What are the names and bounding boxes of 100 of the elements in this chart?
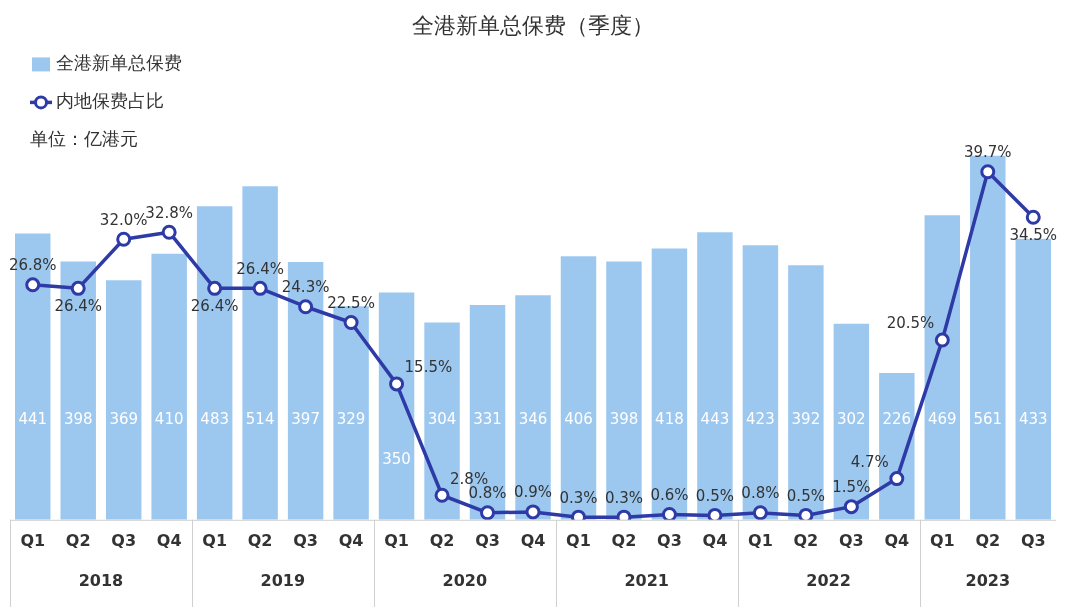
point <box>934 332 950 348</box>
data-label: 22.5% <box>327 293 375 312</box>
x-tick-label: Q4 <box>702 530 728 550</box>
data-label: 20.5% <box>886 314 935 333</box>
text: 2018 <box>78 570 124 590</box>
text: 2022 <box>806 570 851 590</box>
data-label: 34.5% <box>1009 225 1058 244</box>
data-label: 0.9% <box>513 483 553 502</box>
x-tick-label: Q1 <box>20 530 46 550</box>
data-label: 423 <box>746 409 775 428</box>
bar <box>788 265 824 520</box>
data-label: 0.3% <box>559 488 598 507</box>
data-label: 226 <box>882 409 912 428</box>
data-label: 15.5% <box>404 358 453 377</box>
x-tick-label: Q1 <box>384 530 409 550</box>
legend-label: 全港新单总保费 <box>56 52 182 74</box>
data-label: 0.5% <box>695 486 734 505</box>
point <box>707 507 723 520</box>
x-tick-label: Q3 <box>1020 530 1046 550</box>
x-tick-label: Q2 <box>65 530 91 550</box>
data-label: 26.4% <box>190 296 239 315</box>
data-label: 329 <box>336 409 366 428</box>
point <box>1025 209 1041 225</box>
point <box>298 299 314 315</box>
data-label: 4.7% <box>850 452 889 471</box>
point <box>252 280 268 296</box>
data-label: 469 <box>927 409 957 428</box>
point <box>889 471 905 487</box>
data-label: 26.4% <box>236 259 284 278</box>
data-label: 441 <box>18 409 48 428</box>
bar <box>515 295 551 520</box>
x-tick-label: Q1 <box>566 530 591 550</box>
bar <box>105 280 142 520</box>
point <box>798 507 814 520</box>
text: 单位：亿港元 <box>30 128 138 150</box>
text: 2020 <box>442 570 488 590</box>
point <box>525 504 541 520</box>
chart-title: 全港新单总保费（季度） <box>412 12 654 38</box>
x-tick-label: Q2 <box>975 530 1001 550</box>
point <box>480 505 496 520</box>
data-label: 0.5% <box>786 486 825 505</box>
text: 2021 <box>624 570 669 590</box>
point <box>434 487 450 503</box>
data-label: 32.0% <box>99 210 148 229</box>
data-label: 304 <box>427 409 457 428</box>
bar <box>651 248 688 520</box>
x-tick-label: Q1 <box>929 530 955 550</box>
data-label: 24.3% <box>281 278 330 297</box>
x-tick-label: Q4 <box>338 530 364 550</box>
point <box>25 277 41 293</box>
x-tick-label: Q3 <box>111 530 137 550</box>
data-label: 398 <box>609 409 639 428</box>
bar <box>742 245 779 520</box>
data-label: 483 <box>200 409 229 428</box>
x-tick-label: Q3 <box>293 530 318 550</box>
legend-label: 内地保费占比 <box>56 90 164 112</box>
x-tick-label: Q1 <box>748 530 773 550</box>
data-label: 0.6% <box>650 485 689 504</box>
data-label: 331 <box>473 409 502 428</box>
x-tick-label: Q2 <box>429 530 455 550</box>
point <box>70 280 86 296</box>
point <box>752 505 768 520</box>
data-label: 406 <box>564 409 593 428</box>
data-label: 0.8% <box>468 484 507 503</box>
data-label: 39.7% <box>963 143 1012 162</box>
data-label: 0.3% <box>604 488 644 507</box>
data-label: 1.5% <box>832 478 871 497</box>
data-label: 398 <box>63 409 93 428</box>
x-tick-label: Q1 <box>202 530 228 550</box>
point <box>980 164 996 180</box>
data-label: 0.8% <box>741 484 780 503</box>
point <box>207 280 223 296</box>
x-tick-label: Q3 <box>657 530 682 550</box>
point <box>661 507 677 520</box>
data-label: 514 <box>245 409 275 428</box>
data-label: 346 <box>518 409 548 428</box>
text: 2023 <box>965 570 1011 590</box>
data-label: 561 <box>973 409 1003 428</box>
point <box>161 224 177 240</box>
x-tick-label: Q2 <box>611 530 637 550</box>
bar <box>970 155 1006 520</box>
x-tick-label: Q2 <box>247 530 273 550</box>
data-label: 26.4% <box>54 296 103 315</box>
point <box>343 315 359 331</box>
point <box>116 231 132 247</box>
x-tick-label: Q3 <box>475 530 500 550</box>
x-tick-label: Q2 <box>793 530 819 550</box>
bar <box>606 261 642 520</box>
bar <box>697 232 733 520</box>
text: 2019 <box>260 570 306 590</box>
x-tick-label: Q4 <box>520 530 546 550</box>
data-label: 302 <box>837 409 866 428</box>
data-label: 397 <box>291 409 320 428</box>
data-label: 350 <box>382 449 411 468</box>
x-tick-label: Q4 <box>884 530 910 550</box>
point <box>843 499 859 515</box>
data-label: 443 <box>700 409 730 428</box>
point <box>389 376 405 392</box>
bar <box>333 306 369 520</box>
x-tick-label: Q4 <box>156 530 182 550</box>
